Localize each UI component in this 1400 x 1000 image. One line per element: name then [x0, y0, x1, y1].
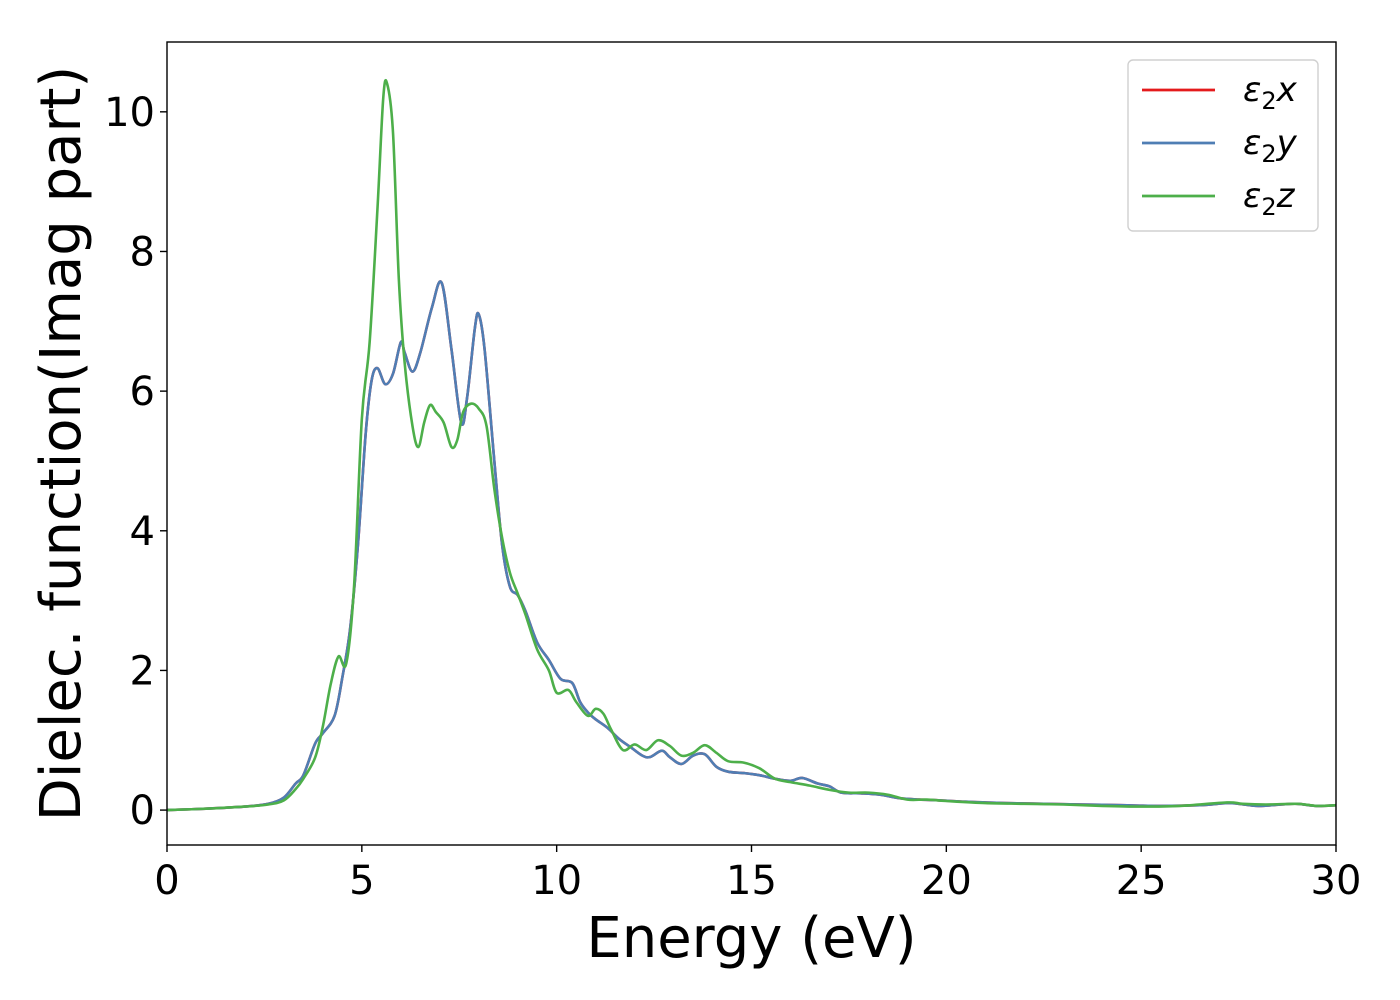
legend-box — [1127, 59, 1319, 232]
x-tick-label: 10 — [531, 858, 582, 904]
x-tick-label: 20 — [921, 858, 972, 904]
x-tick-label: 5 — [349, 858, 374, 904]
legend-label-var: x — [1276, 70, 1298, 110]
legend-label-var: y — [1276, 123, 1298, 163]
series-line-z — [166, 78, 1337, 812]
legend-label-subscript: 2 — [1261, 140, 1276, 168]
x-tick-label: 30 — [1311, 858, 1362, 904]
legend-label-var: z — [1276, 176, 1296, 216]
legend-label-base: ε — [1243, 123, 1261, 163]
y-axis-ticks: 0 2 4 6 8 10 — [104, 90, 167, 834]
legend-label-y: ε2y — [1243, 123, 1298, 168]
y-tick-label: 0 — [130, 788, 155, 834]
y-axis-label: Dielec. function(Imag part) — [29, 66, 94, 822]
legend-label-subscript: 2 — [1261, 87, 1276, 115]
y-tick-label: 4 — [130, 509, 155, 555]
x-tick-label: 25 — [1116, 858, 1167, 904]
y-tick-label: 10 — [104, 90, 155, 136]
y-tick-label: 6 — [130, 369, 155, 415]
plot-lines — [166, 78, 1337, 812]
legend-label-x: ε2x — [1243, 70, 1298, 115]
x-axis-label: Energy (eV) — [586, 906, 916, 971]
x-axis-ticks: 0 5 10 15 20 25 30 — [154, 845, 1361, 904]
legend-label-base: ε — [1243, 70, 1261, 110]
x-tick-label: 0 — [154, 858, 179, 904]
legend-label-z: ε2z — [1243, 176, 1296, 221]
legend-label-base: ε — [1243, 176, 1261, 216]
y-tick-label: 8 — [130, 229, 155, 275]
legend-label-subscript: 2 — [1261, 193, 1276, 221]
x-tick-label: 15 — [726, 858, 777, 904]
y-tick-label: 2 — [130, 648, 155, 694]
